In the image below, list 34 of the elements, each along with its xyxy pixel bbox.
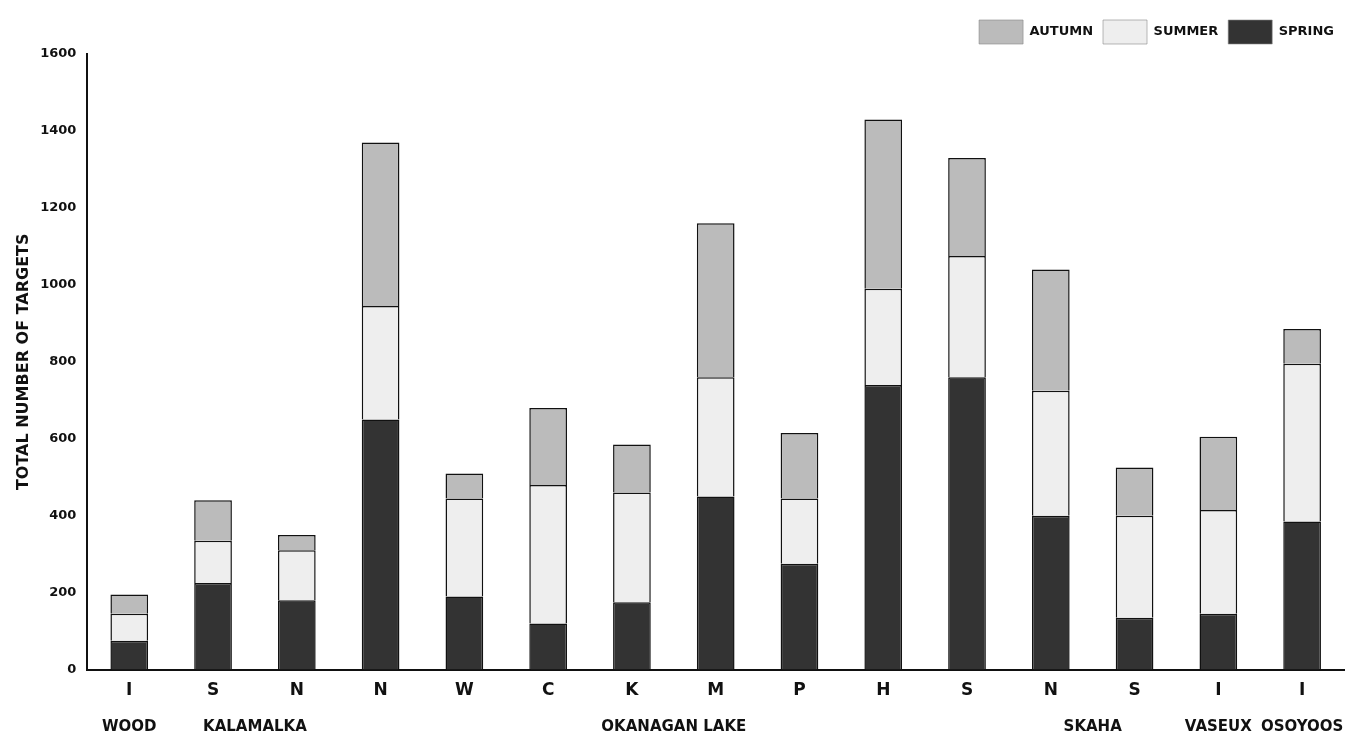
text: VASEUX [1184, 717, 1253, 736]
x-tick-label: N [373, 679, 388, 700]
y-tick-label: 1000 [40, 276, 77, 292]
y-tick-label: 1400 [40, 122, 77, 138]
x-tick-label: S [206, 679, 220, 700]
x-tick-label: N [1043, 679, 1058, 700]
y-tick-label: 1600 [40, 45, 77, 61]
x-tick-label: I [1215, 679, 1222, 700]
text: SKAHA [1063, 717, 1123, 736]
x-tick-label: P [793, 679, 806, 700]
x-tick-label: N [289, 679, 304, 700]
y-tick-label: 200 [49, 584, 77, 600]
y-axis-title: TOTAL NUMBER OF TARGETS [12, 233, 32, 491]
text: KALAMALKA [203, 717, 308, 736]
x-tick-label: K [625, 679, 640, 700]
x-tick-label: I [126, 679, 133, 700]
x-tick-label: S [960, 679, 974, 700]
y-tick-label: 400 [49, 507, 77, 523]
x-tick-label: M [707, 679, 725, 700]
y-tick-label: 1200 [40, 199, 77, 215]
x-tick-label: C [541, 679, 555, 700]
legend-label: SPRING [1278, 23, 1335, 39]
legend-label: SUMMER [1153, 23, 1219, 39]
y-tick-label: 0 [67, 660, 77, 676]
y-tick-label: 800 [49, 353, 77, 369]
x-tick-label: I [1298, 679, 1306, 700]
x-tick-label: H [876, 679, 891, 700]
text: WOOD [102, 717, 157, 736]
text: OKANAGAN LAKE [601, 717, 747, 736]
text: OSOYOOS [1260, 717, 1344, 736]
y-tick-label: 600 [49, 430, 77, 446]
legend-label: AUTUMN [1029, 23, 1094, 39]
x-tick-label: S [1128, 679, 1141, 700]
x-tick-label: W [454, 679, 474, 700]
